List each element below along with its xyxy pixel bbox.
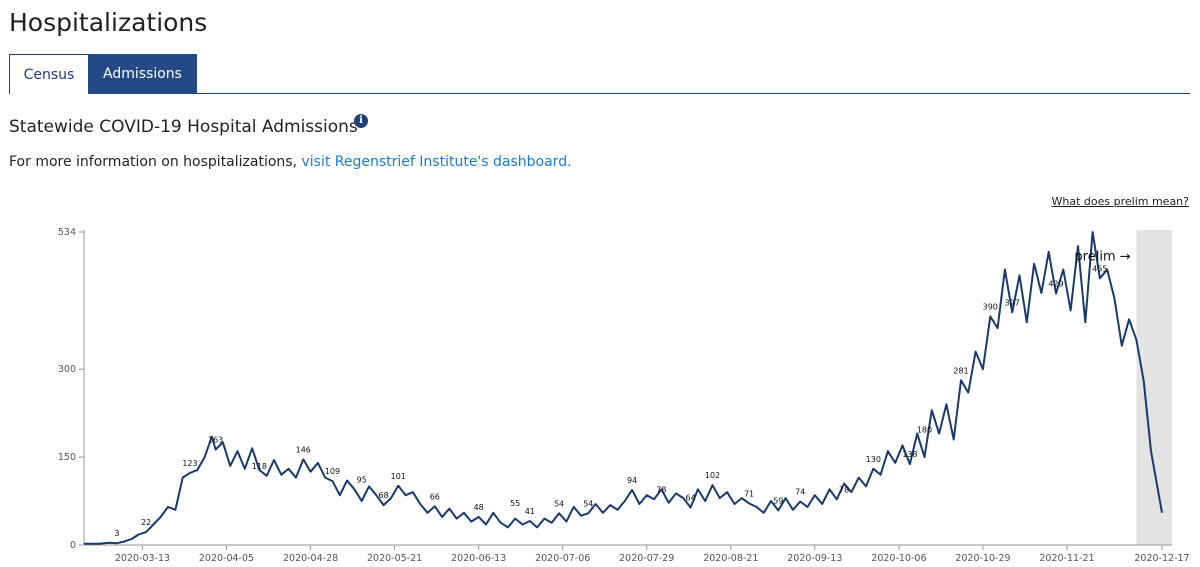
y-tick-label: 0: [70, 540, 76, 551]
info-icon[interactable]: i: [354, 114, 368, 128]
data-label: 180: [917, 425, 932, 434]
data-label: 102: [705, 471, 720, 480]
x-tick-label: 2020-04-28: [283, 553, 338, 564]
x-tick-label: 2020-04-05: [199, 553, 254, 564]
page-title: Hospitalizations: [9, 8, 208, 37]
data-label: 68: [379, 491, 389, 500]
data-label: 55: [510, 499, 520, 508]
data-label: 455: [1092, 264, 1107, 273]
admissions-series-line: [84, 231, 1163, 545]
x-tick-label: 2020-05-21: [367, 553, 422, 564]
data-label: 429: [1048, 280, 1063, 289]
data-label: 109: [325, 467, 340, 476]
prelim-label: prelim →: [1074, 250, 1130, 265]
data-label: 41: [525, 507, 535, 516]
x-tick-label: 2020-12-17: [1134, 553, 1189, 564]
data-label: 94: [627, 476, 637, 485]
admissions-line-chart: 0 150 300 534 2020-03-13 2020-04-05 2020-04-28…: [58, 227, 1190, 564]
regenstrief-dashboard-link[interactable]: visit Regenstrief Institute's dashboard.: [301, 154, 572, 170]
data-label: 66: [430, 492, 440, 501]
y-tick-label: 150: [58, 452, 76, 463]
data-label: 78: [656, 485, 666, 494]
x-tick-label: 2020-03-13: [115, 553, 170, 564]
data-label: 281: [953, 366, 968, 375]
y-tick-label: 300: [58, 364, 76, 375]
data-label: 95: [357, 475, 367, 484]
data-label: 118: [252, 462, 267, 471]
data-label: 48: [474, 503, 484, 512]
section-title: Statewide COVID-19 Hospital Admissions: [9, 117, 358, 137]
x-tick-label: 2020-10-06: [871, 553, 926, 564]
info-text-lead: For more information on hospitalizations…: [9, 154, 302, 170]
tab-bar: Census Admissions: [9, 54, 1190, 94]
x-tick-label: 2020-11-21: [1039, 553, 1094, 564]
x-tick-label: 2020-10-29: [955, 553, 1010, 564]
data-label: 130: [866, 455, 881, 464]
data-label: 64: [686, 493, 696, 502]
data-label: 138: [902, 450, 917, 459]
data-label: 22: [141, 518, 151, 527]
prelim-band: [1136, 230, 1172, 545]
data-label: 163: [208, 435, 223, 444]
x-tick-label: 2020-09-13: [787, 553, 842, 564]
data-label: 3: [114, 529, 119, 538]
data-label: 390: [983, 302, 998, 311]
data-label: 397: [1005, 298, 1020, 307]
data-label: 78: [839, 485, 849, 494]
x-tick-label: 2020-07-29: [619, 553, 674, 564]
data-label: 74: [795, 488, 805, 497]
y-tick-label: 534: [58, 227, 76, 238]
x-tick-label: 2020-06-13: [451, 553, 506, 564]
data-label: 101: [391, 472, 406, 481]
data-label: 54: [554, 499, 564, 508]
data-label: 146: [296, 445, 311, 454]
info-text: For more information on hospitalizations…: [9, 154, 572, 170]
data-label: 54: [583, 499, 593, 508]
tab-admissions[interactable]: Admissions: [88, 54, 197, 94]
x-tick-label: 2020-08-21: [703, 553, 758, 564]
data-label: 59: [773, 496, 783, 505]
data-label: 71: [744, 489, 754, 498]
x-tick-label: 2020-07-06: [535, 553, 590, 564]
tab-census[interactable]: Census: [9, 54, 89, 94]
data-label: 123: [182, 459, 197, 468]
prelim-help-link[interactable]: What does prelim mean?: [1051, 195, 1190, 208]
